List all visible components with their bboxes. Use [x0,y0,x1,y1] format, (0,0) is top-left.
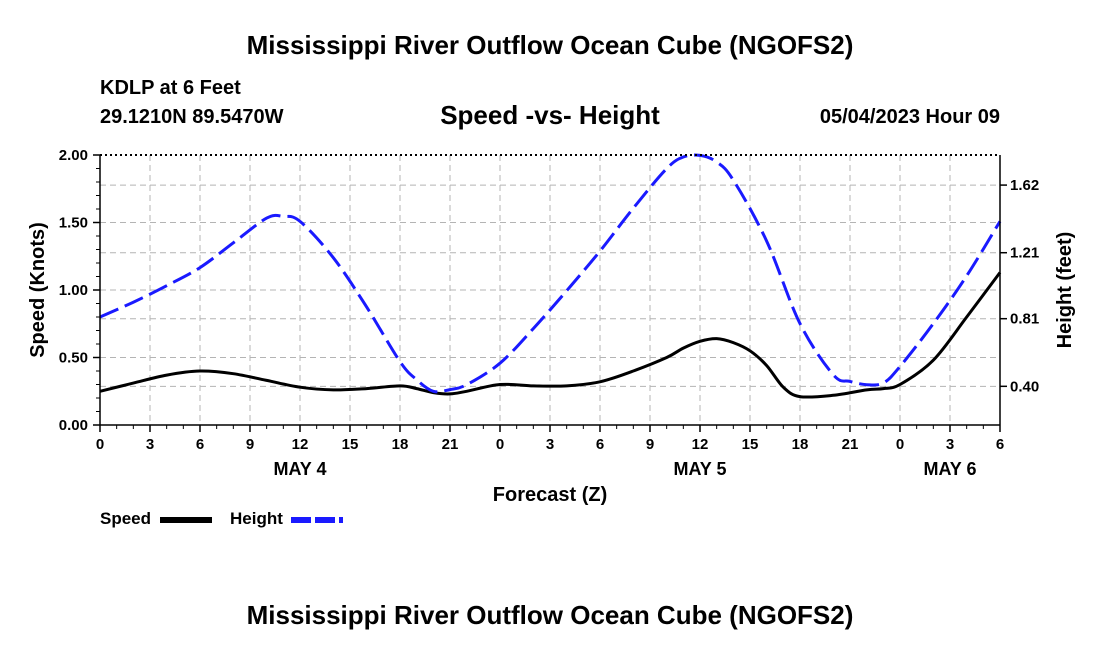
station-label: KDLP at 6 Feet [100,77,241,99]
chart-title: Mississippi River Outflow Ocean Cube (NG… [246,30,854,60]
y-tick-label: 2.00 [59,147,88,164]
x-tick-label: 9 [246,436,254,453]
y2-tick-label: 1.21 [1010,245,1039,262]
coordinates-label: 29.1210N 89.5470W [100,106,284,128]
legend-speed-swatch [160,517,212,523]
y2-tick-label: 1.62 [1010,177,1039,194]
legend-speed-label: Speed [100,509,152,528]
x-tick-label: 3 [946,436,954,453]
x-axis-title: Forecast (Z) [493,484,607,506]
y2-tick-label: 0.81 [1010,311,1039,328]
x-tick-label: 3 [146,436,154,453]
series-layer [99,153,1002,399]
y2-tick-label: 0.40 [1010,378,1039,395]
axes-layer [93,154,1007,432]
x-tick-label: 12 [692,436,709,453]
y-tick-label: 0.50 [59,350,88,367]
chart-subtitle: Speed -vs- Height [440,100,660,130]
legend-height-label: Height [230,509,283,528]
footer-title: Mississippi River Outflow Ocean Cube (NG… [246,600,854,630]
x-tick-label: 15 [342,436,359,453]
day-label: MAY 6 [923,459,976,479]
y-axis-title: Speed (Knots) [27,222,49,358]
y2-axis-title: Height (feet) [1054,232,1076,349]
grid-layer [100,155,1000,425]
x-tick-label: 21 [842,436,859,453]
legend-height-swatch [291,517,343,523]
x-tick-label: 9 [646,436,654,453]
x-tick-label: 0 [896,436,904,453]
y-tick-label: 1.50 [59,215,88,232]
speed-series-line [99,271,1002,399]
x-tick-label: 12 [292,436,309,453]
labels-layer: 0 3 6 9 12 15 18 21 0 3 6 9 12 15 18 21 0 3 6 0.00 0.50 1.00 1… [27,147,1076,506]
x-tick-label: 21 [442,436,459,453]
forecast-datetime: 05/04/2023 Hour 09 [819,106,1000,128]
y-tick-label: 0.00 [59,417,88,434]
x-tick-label: 6 [596,436,604,453]
x-tick-label: 18 [792,436,809,453]
x-tick-label: 0 [96,436,104,453]
x-tick-label: 6 [996,436,1004,453]
x-tick-label: 15 [742,436,759,453]
day-label: MAY 5 [673,459,726,479]
x-tick-label: 6 [196,436,204,453]
x-tick-label: 3 [546,436,554,453]
y-tick-label: 1.00 [59,282,88,299]
height-series-line [99,153,1002,394]
x-tick-label: 18 [392,436,409,453]
x-tick-label: 0 [496,436,504,453]
day-label: MAY 4 [273,459,326,479]
